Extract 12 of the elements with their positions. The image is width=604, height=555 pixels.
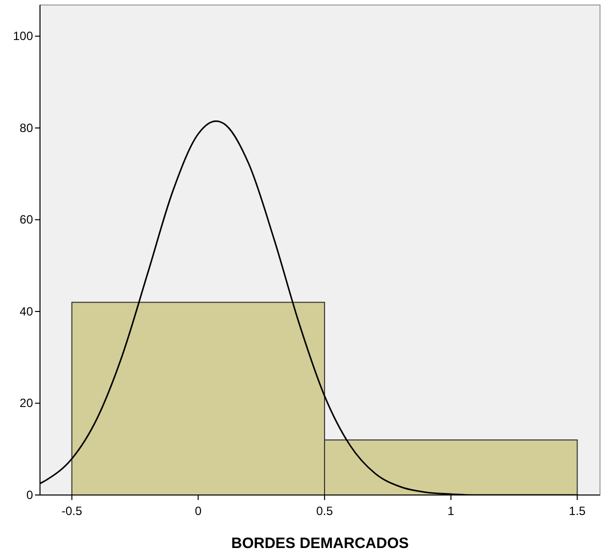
y-tick-label: 0: [26, 488, 34, 502]
y-tick-label: 80: [20, 120, 34, 135]
y-tick-label: 100: [12, 29, 34, 44]
x-tick-label: 1.5: [568, 504, 586, 518]
x-tick-label: -0.5: [61, 504, 82, 518]
x-axis-title: BORDES DEMARCADOS: [231, 535, 409, 552]
y-tick-label: 40: [20, 304, 34, 318]
x-tick-label: 0.5: [316, 504, 334, 518]
x-tick-label: 0: [194, 504, 202, 518]
y-tick-label: 20: [20, 396, 34, 410]
y-tick-label: 60: [20, 212, 34, 227]
x-tick-label: 1: [448, 504, 455, 518]
